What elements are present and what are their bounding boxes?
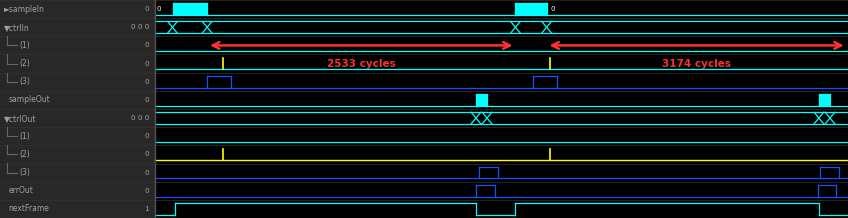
Bar <box>172 3 207 15</box>
Text: 0: 0 <box>145 79 149 85</box>
Text: ▼ctrlIn: ▼ctrlIn <box>4 23 30 32</box>
Text: 0 0 0: 0 0 0 <box>131 24 149 30</box>
Text: ►sampleIn: ►sampleIn <box>4 5 45 14</box>
Text: 2533 cycles: 2533 cycles <box>327 59 396 69</box>
Text: (3): (3) <box>20 168 31 177</box>
Text: 0: 0 <box>145 6 149 12</box>
Text: errOut: errOut <box>8 186 33 195</box>
Text: 0: 0 <box>145 133 149 139</box>
Text: nextFrame: nextFrame <box>8 204 49 213</box>
Text: 0 0 0: 0 0 0 <box>131 115 149 121</box>
Text: 0: 0 <box>157 6 161 12</box>
Text: 1: 1 <box>145 206 149 212</box>
Text: 0: 0 <box>145 152 149 157</box>
Text: (3): (3) <box>20 77 31 86</box>
Text: 0: 0 <box>145 188 149 194</box>
Text: 0: 0 <box>145 97 149 103</box>
Text: 0: 0 <box>145 43 149 48</box>
Bar <box>516 3 547 15</box>
Text: 0: 0 <box>550 6 555 12</box>
Bar <box>476 94 487 106</box>
Text: 0: 0 <box>145 61 149 66</box>
Text: (1): (1) <box>20 132 31 141</box>
Bar <box>0 0 155 218</box>
Text: 0: 0 <box>145 170 149 175</box>
Bar <box>819 94 830 106</box>
Text: ▼ctrlOut: ▼ctrlOut <box>4 114 36 123</box>
Text: sampleOut: sampleOut <box>8 95 50 104</box>
Text: 3174 cycles: 3174 cycles <box>662 59 731 69</box>
Text: (2): (2) <box>20 150 31 159</box>
Text: (2): (2) <box>20 59 31 68</box>
Text: (1): (1) <box>20 41 31 50</box>
